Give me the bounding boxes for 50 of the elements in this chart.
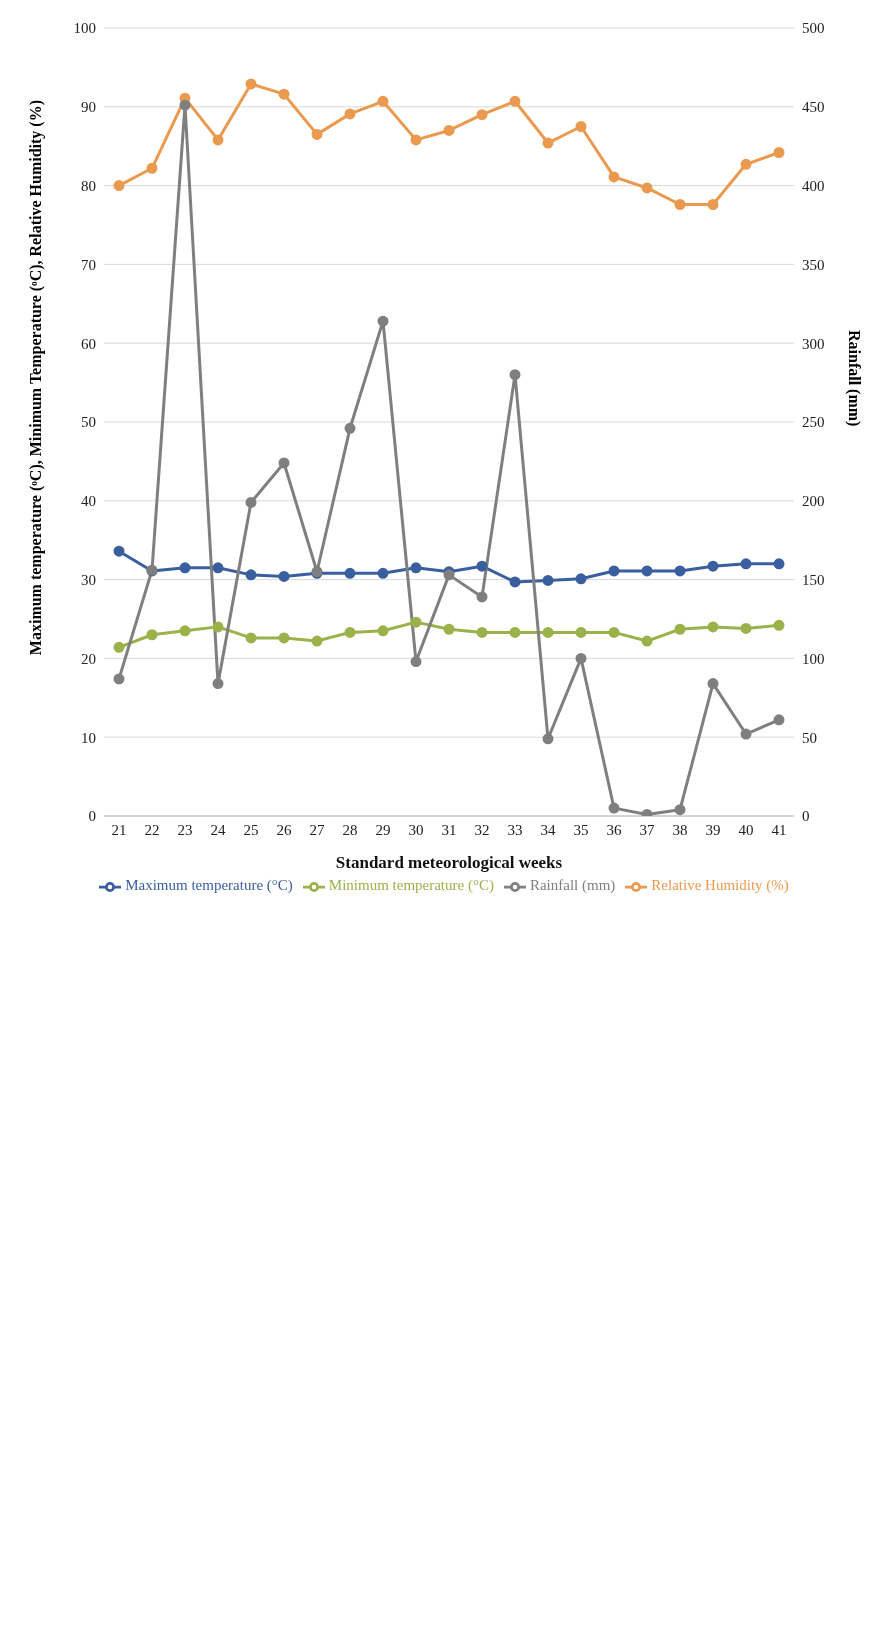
x-tick-label: 28 bbox=[342, 821, 358, 838]
y2-axis-title: Rainfall (mm) bbox=[845, 329, 863, 427]
y2-tick-label: 150 bbox=[802, 571, 825, 588]
y-tick-label: 20 bbox=[81, 650, 96, 667]
y2-tick-label: 100 bbox=[802, 650, 825, 667]
x-tick-label: 36 bbox=[606, 821, 622, 838]
y-tick-label: 0 bbox=[88, 808, 96, 825]
x-axis-title: Standard meteorological weeks bbox=[335, 853, 563, 872]
y2-tick-label: 0 bbox=[802, 808, 810, 825]
x-tick-label: 33 bbox=[507, 821, 523, 838]
y-tick-label: 90 bbox=[81, 99, 96, 116]
legend-label: Relative Humidity (%) bbox=[651, 877, 789, 894]
y-tick-label: 50 bbox=[81, 414, 96, 431]
y2-tick-label: 350 bbox=[802, 256, 825, 273]
x-tick-label: 30 bbox=[408, 821, 424, 838]
x-tick-label: 25 bbox=[243, 821, 259, 838]
y-tick-label: 40 bbox=[81, 493, 96, 510]
x-tick-label: 37 bbox=[639, 821, 655, 838]
y2-tick-label: 200 bbox=[802, 493, 825, 510]
x-tick-label: 24 bbox=[210, 821, 226, 838]
x-tick-label: 41 bbox=[771, 821, 787, 838]
legend-label: Maximum temperature (°C) bbox=[125, 877, 293, 894]
x-tick-label: 26 bbox=[276, 821, 292, 838]
x-tick-label: 34 bbox=[540, 821, 556, 838]
y2-tick-label: 300 bbox=[802, 335, 825, 352]
legend-label: Minimum temperature (°C) bbox=[328, 877, 494, 894]
x-tick-label: 22 bbox=[144, 821, 160, 838]
y-axis-title: Maximum temperature (ᵒC), Minimum Temperature (ᵒC), Relative Humidity (%) bbox=[27, 100, 45, 656]
x-tick-label: 27 bbox=[309, 821, 325, 838]
y2-tick-label: 400 bbox=[802, 177, 825, 194]
y-tick-label: 80 bbox=[81, 177, 96, 194]
y-tick-label: 100 bbox=[73, 20, 96, 37]
x-tick-label: 39 bbox=[705, 821, 721, 838]
y2-tick-label: 250 bbox=[802, 414, 825, 431]
y-tick-label: 30 bbox=[81, 571, 96, 588]
y2-tick-label: 50 bbox=[802, 729, 817, 746]
legend-label: Rainfall (mm) bbox=[529, 877, 616, 894]
x-tick-label: 35 bbox=[573, 821, 589, 838]
x-tick-label: 38 bbox=[672, 821, 688, 838]
x-tick-label: 32 bbox=[474, 821, 490, 838]
x-tick-label: 40 bbox=[738, 821, 754, 838]
y2-tick-label: 500 bbox=[802, 20, 825, 37]
x-tick-label: 21 bbox=[111, 821, 127, 838]
y-tick-label: 10 bbox=[81, 729, 96, 746]
y2-tick-label: 450 bbox=[802, 99, 825, 116]
y-tick-label: 60 bbox=[81, 335, 96, 352]
x-tick-label: 29 bbox=[375, 821, 391, 838]
x-tick-label: 31 bbox=[441, 821, 457, 838]
x-tick-label: 23 bbox=[177, 821, 193, 838]
y-tick-label: 70 bbox=[81, 256, 96, 273]
